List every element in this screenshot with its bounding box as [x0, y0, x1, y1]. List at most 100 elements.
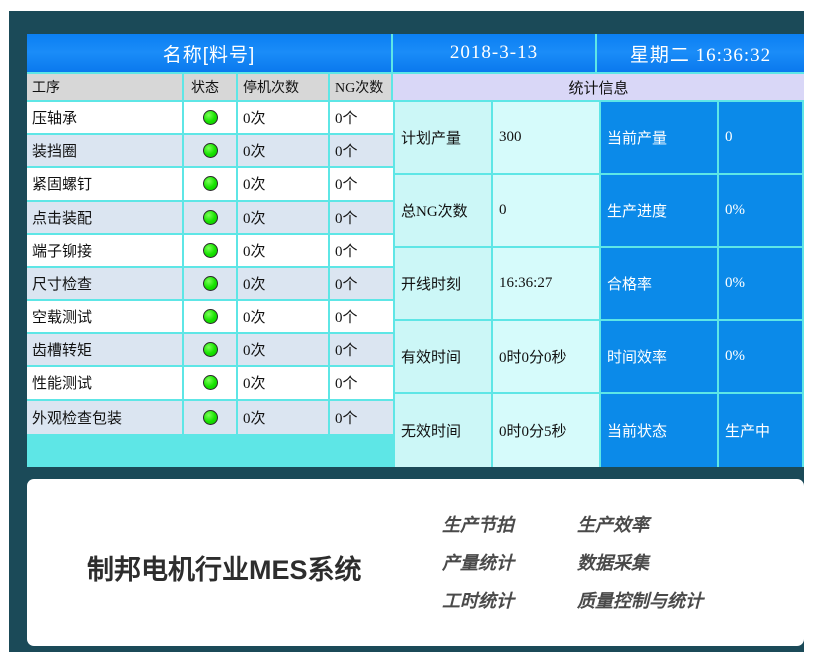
- stat-label-left: 开线时刻: [395, 248, 493, 319]
- table-row[interactable]: 性能测试 0次 0个: [27, 367, 393, 401]
- table-row[interactable]: 尺寸检查 0次 0个: [27, 267, 393, 302]
- status-cell: [184, 102, 238, 134]
- ng-count-value: 0个: [335, 276, 358, 293]
- process-name: 压轴承: [27, 102, 184, 134]
- panel-frame: 名称[料号] 2018-3-13 星期二 16:36:32 工序 状态 停机次数…: [9, 11, 804, 652]
- ng-count-value: 0个: [335, 310, 358, 327]
- status-led-green-icon: [202, 209, 218, 225]
- table-row[interactable]: 点击装配 0次 0个: [27, 201, 393, 235]
- ng-count-value: 0个: [335, 376, 358, 393]
- ng-count-value: 0个: [335, 144, 358, 161]
- status-led-green-icon: [202, 110, 218, 126]
- ng-count-value: 0个: [335, 111, 358, 128]
- brand-title: 制邦电机行业MES系统: [87, 555, 362, 585]
- status-led-green-icon: [202, 375, 218, 391]
- stat-label-left: 计划产量: [395, 102, 493, 173]
- status-led-green-icon: [202, 143, 218, 159]
- status-led-green-icon: [202, 309, 218, 325]
- process-name: 紧固螺钉: [27, 168, 184, 200]
- stat-label-right: 当前状态: [601, 394, 719, 467]
- column-header-status: 状态: [184, 74, 238, 100]
- title-part-name: 名称[料号]: [27, 34, 393, 72]
- process-name: 装挡圈: [27, 135, 184, 167]
- feature-list: 生产节拍产量统计工时统计 生产效率数据采集质量控制与统计: [442, 511, 703, 613]
- stat-value-left: 16:36:27: [493, 248, 601, 319]
- feature-item: 产量统计: [442, 553, 514, 573]
- feature-item: 工时统计: [442, 591, 514, 611]
- stat-value-left: 0: [493, 175, 601, 246]
- stat-value-right: 0%: [719, 321, 802, 392]
- stat-label-right: 时间效率: [601, 321, 719, 392]
- ng-count-value: 0个: [335, 343, 358, 360]
- process-name: 齿槽转矩: [27, 334, 184, 366]
- status-led-green-icon: [202, 342, 218, 358]
- process-name: 空载测试: [27, 301, 184, 333]
- table-row[interactable]: 端子铆接 0次 0个: [27, 234, 393, 268]
- status-cell: [184, 201, 238, 233]
- stop-count-value: 0次: [238, 301, 330, 333]
- production-table: 名称[料号] 2018-3-13 星期二 16:36:32 工序 状态 停机次数…: [27, 34, 804, 467]
- stop-count-value: 0次: [238, 102, 330, 134]
- table-row[interactable]: 空载测试 0次 0个: [27, 301, 393, 335]
- stat-label-right: 当前产量: [601, 102, 719, 173]
- status-led-green-icon: [202, 176, 218, 192]
- ng-count-value: 0个: [335, 243, 358, 260]
- stat-value-left: 0时0分5秒: [493, 394, 601, 467]
- column-header-process: 工序: [27, 74, 184, 100]
- feature-item: 质量控制与统计: [577, 591, 703, 611]
- statistics-row: 计划产量 300 当前产量 0: [395, 102, 804, 175]
- status-cell: [184, 334, 238, 366]
- statistics-grid: 计划产量 300 当前产量 0 总NG次数 0 生产进度 0% 开线时刻 16:36:27 合格率 0…: [395, 102, 804, 467]
- footer-panel: 制邦电机行业MES系统 生产节拍产量统计工时统计 生产效率数据采集质量控制与统计: [27, 479, 804, 646]
- stop-count-value: 0次: [238, 135, 330, 167]
- feature-column-left: 生产节拍产量统计工时统计: [442, 511, 514, 613]
- statistics-row: 总NG次数 0 生产进度 0%: [395, 175, 804, 248]
- status-cell: [184, 234, 238, 266]
- stat-label-left: 有效时间: [395, 321, 493, 392]
- title-bar: 名称[料号] 2018-3-13 星期二 16:36:32: [27, 34, 804, 72]
- feature-item: 数据采集: [577, 553, 649, 573]
- stat-value-left: 0时0分0秒: [493, 321, 601, 392]
- status-cell: [184, 367, 238, 399]
- stat-label-right: 生产进度: [601, 175, 719, 246]
- status-cell: [184, 301, 238, 333]
- feature-item: 生产节拍: [442, 515, 514, 535]
- table-row[interactable]: 压轴承 0次 0个: [27, 102, 393, 136]
- feature-column-right: 生产效率数据采集质量控制与统计: [577, 511, 703, 613]
- column-header-stop-count: 停机次数: [238, 74, 330, 100]
- column-header-stats-title: 统计信息: [393, 74, 804, 100]
- title-date: 2018-3-13: [393, 34, 597, 72]
- stop-count-value: 0次: [238, 234, 330, 266]
- ng-count-value: 0个: [335, 177, 358, 194]
- stat-value-right: 0: [719, 102, 802, 173]
- process-name: 点击装配: [27, 201, 184, 233]
- ng-count-value: 0个: [335, 410, 358, 427]
- stat-value-left: 300: [493, 102, 601, 173]
- feature-item: 生产效率: [577, 515, 649, 535]
- stop-count-value: 0次: [238, 367, 330, 399]
- table-row[interactable]: 外观检查包装 0次 0个: [27, 400, 393, 434]
- status-cell: [184, 267, 238, 300]
- stop-count-value: 0次: [238, 168, 330, 200]
- table-row[interactable]: 装挡圈 0次 0个: [27, 135, 393, 169]
- column-header-row: 工序 状态 停机次数 NG次数 统计信息: [27, 74, 804, 100]
- stat-value-right: 0%: [719, 175, 802, 246]
- process-list: 压轴承 0次 0个 装挡圈 0次 0个 紧固螺钉 0次 0个 点击装配 0次 0个 端子铆接 0次 0个 尺寸…: [27, 102, 393, 467]
- process-name: 外观检查包装: [27, 400, 184, 434]
- stat-value-right: 0%: [719, 248, 802, 319]
- ng-count-value: 0个: [335, 210, 358, 227]
- process-name: 端子铆接: [27, 234, 184, 266]
- status-led-green-icon: [202, 275, 218, 291]
- process-name: 性能测试: [27, 367, 184, 399]
- status-cell: [184, 135, 238, 167]
- stop-count-value: 0次: [238, 201, 330, 233]
- table-row[interactable]: 齿槽转矩 0次 0个: [27, 334, 393, 368]
- status-cell: [184, 400, 238, 434]
- stop-count-value: 0次: [238, 267, 330, 300]
- statistics-row: 开线时刻 16:36:27 合格率 0%: [395, 248, 804, 321]
- table-row[interactable]: 紧固螺钉 0次 0个: [27, 168, 393, 202]
- status-led-green-icon: [202, 409, 218, 425]
- stop-count-value: 0次: [238, 334, 330, 366]
- stat-label-right: 合格率: [601, 248, 719, 319]
